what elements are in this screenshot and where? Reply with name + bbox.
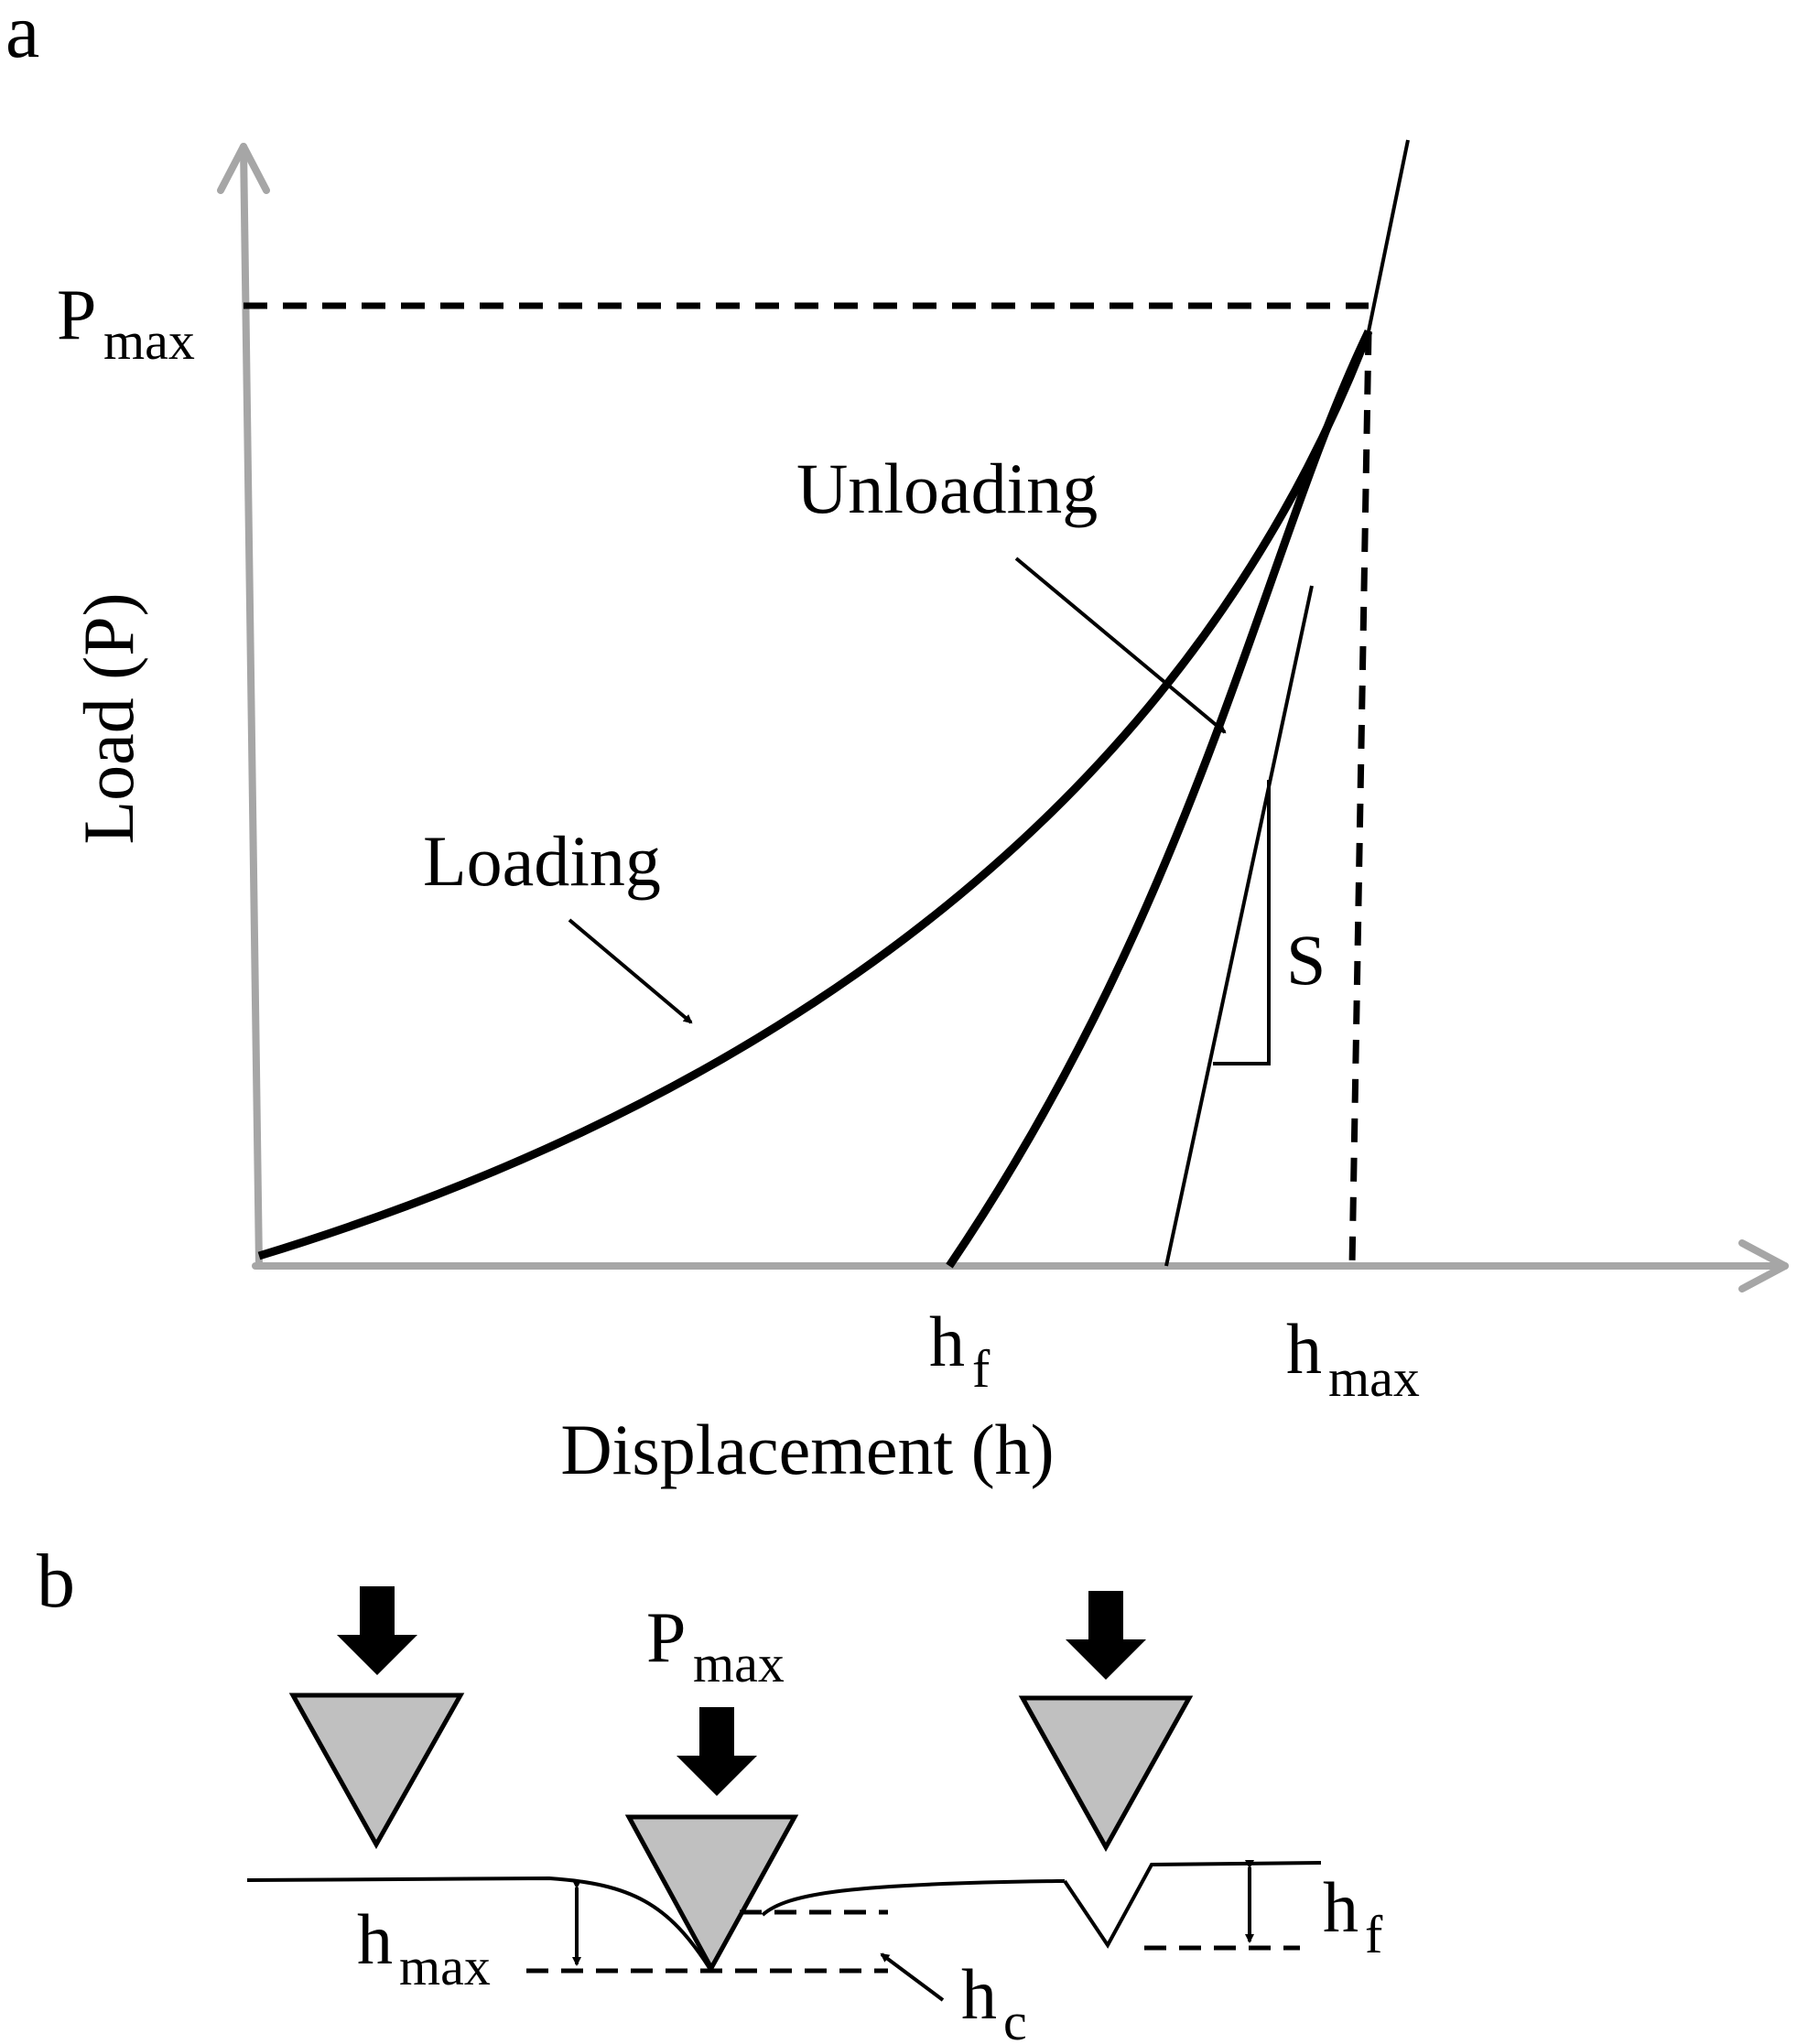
hmax-b-sub: max <box>399 1937 491 1996</box>
unloading-label: Unloading <box>796 449 1098 528</box>
hmax-b-label: h max <box>357 1899 491 1996</box>
pmax-b-label: P max <box>646 1597 785 1693</box>
hf-main: h <box>929 1302 965 1381</box>
panel-a-letter: a <box>5 0 39 74</box>
loading-arrow <box>568 918 693 1024</box>
pmax-label: P max <box>57 275 195 371</box>
unloading-arrow <box>1014 557 1227 734</box>
y-axis-arrowhead <box>217 143 270 194</box>
load-arrow-icon <box>1066 1591 1146 1680</box>
hf-b-sub: f <box>1365 1905 1383 1964</box>
pmax-sub: max <box>103 311 195 371</box>
axes <box>217 143 1789 1292</box>
hf-label: h f <box>929 1302 991 1399</box>
load-arrow-icon <box>677 1707 757 1796</box>
stiffness-triangle <box>1213 780 1271 1065</box>
pmax-b-sub: max <box>693 1634 785 1693</box>
indenter-icon <box>288 1693 465 1850</box>
x-axis-arrowhead <box>1738 1239 1789 1292</box>
loading-curve <box>257 330 1373 1260</box>
hc-sub: c <box>1003 1992 1027 2044</box>
hf-b-label: h f <box>1323 1867 1383 1964</box>
hf-sub: f <box>972 1339 991 1399</box>
hmax-sub: max <box>1328 1348 1420 1408</box>
indenter-max-load <box>624 1707 799 1974</box>
surface-profile <box>246 1876 711 1970</box>
hmax-b-main: h <box>357 1899 393 1979</box>
hc-main: h <box>961 1954 997 2034</box>
surface-profile-pileup <box>761 1879 1065 1917</box>
x-axis-label: Displacement (h) <box>560 1410 1054 1489</box>
indenter-icon <box>624 1814 799 1974</box>
hmax-label: h max <box>1286 1309 1420 1408</box>
indenter-icon <box>1018 1695 1194 1853</box>
y-axis-label: Load (P) <box>69 592 148 844</box>
pmax-b-main: P <box>646 1597 686 1677</box>
stiffness-label: S <box>1286 920 1326 1000</box>
indenter-unloaded <box>1018 1591 1194 1853</box>
extension-line <box>1367 139 1410 332</box>
y-axis <box>240 143 263 1270</box>
panel-b-letter: b <box>37 1539 75 1624</box>
load-arrow-icon <box>337 1586 417 1675</box>
unloading-curve <box>946 330 1373 1269</box>
pmax-main: P <box>57 275 96 354</box>
hmax-dashed-line <box>1348 330 1372 1267</box>
hf-b-main: h <box>1323 1867 1359 1947</box>
hc-label: h c <box>961 1954 1027 2044</box>
loading-label: Loading <box>423 821 661 901</box>
indenter-approach <box>288 1586 465 1850</box>
stiffness-tangent-line <box>1164 585 1314 1267</box>
residual-impression <box>1063 1861 1322 1949</box>
hc-pointer-arrow <box>880 1952 945 2002</box>
hmax-main: h <box>1286 1309 1322 1389</box>
